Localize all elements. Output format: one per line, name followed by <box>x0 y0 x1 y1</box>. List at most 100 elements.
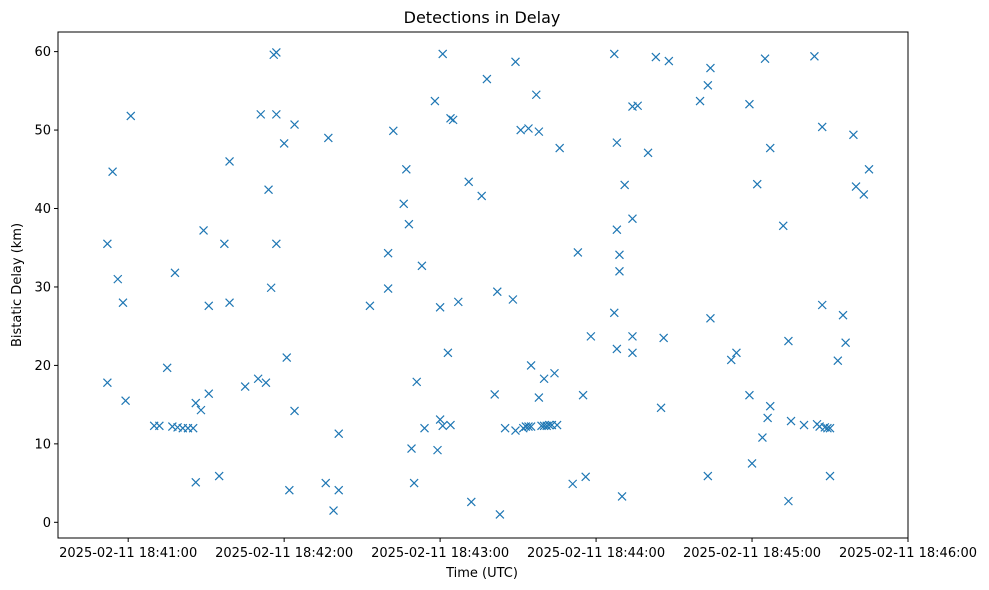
data-point <box>240 382 250 392</box>
data-point <box>628 331 637 341</box>
data-point <box>225 157 234 166</box>
data-point <box>508 295 518 304</box>
data-point <box>760 54 770 64</box>
data-point <box>524 422 533 432</box>
data-point <box>188 423 198 433</box>
data-point <box>628 348 637 358</box>
data-point <box>851 182 861 191</box>
data-point <box>786 416 796 426</box>
data-point <box>838 310 848 320</box>
data-point <box>334 485 344 495</box>
data-point <box>633 101 643 111</box>
data-point <box>703 80 713 90</box>
data-point <box>264 185 273 195</box>
data-point <box>282 353 292 362</box>
data-point <box>284 485 294 495</box>
data-point <box>612 138 622 148</box>
data-point <box>154 421 164 431</box>
data-point <box>695 96 705 106</box>
data-point <box>550 368 559 378</box>
data-point <box>191 398 201 408</box>
data-point <box>290 120 299 129</box>
x-tick-label: 2025-02-11 18:45:00 <box>683 546 821 561</box>
data-point <box>534 393 544 402</box>
data-point <box>329 506 338 515</box>
data-point <box>271 239 281 249</box>
data-point <box>656 403 666 413</box>
data-point <box>191 477 201 487</box>
data-point <box>495 510 505 519</box>
y-tick-label: 0 <box>43 516 51 531</box>
data-point <box>609 49 619 59</box>
data-point <box>841 338 851 348</box>
data-point <box>615 266 624 276</box>
data-point <box>453 297 463 307</box>
data-point <box>170 268 180 278</box>
points-layer <box>102 47 874 519</box>
data-point <box>323 133 333 143</box>
data-point <box>404 219 414 229</box>
y-axis: 0 10 20 30 40 50 60 <box>34 45 58 531</box>
y-tick-label: 30 <box>34 280 51 295</box>
data-point <box>799 420 809 430</box>
data-point <box>477 191 487 201</box>
data-point <box>809 51 819 61</box>
y-axis-label: Bistatic Delay (km) <box>10 223 25 347</box>
data-point <box>706 313 715 323</box>
data-point <box>612 344 622 354</box>
data-point <box>388 126 398 136</box>
data-point <box>539 374 549 384</box>
data-point <box>578 390 588 400</box>
data-point <box>256 109 266 119</box>
x-axis: 2025-02-11 18:41:00 2025-02-11 18:42:00 20… <box>59 538 977 561</box>
data-point <box>383 248 393 258</box>
data-point <box>102 239 112 249</box>
data-point <box>784 496 793 506</box>
data-point <box>758 433 767 443</box>
data-point <box>848 130 858 140</box>
x-tick-label: 2025-02-11 18:44:00 <box>527 546 665 561</box>
data-point <box>864 164 874 174</box>
data-point <box>438 49 448 59</box>
data-point <box>253 374 263 384</box>
data-point <box>511 426 520 435</box>
data-point <box>817 122 827 132</box>
data-point <box>446 113 455 123</box>
data-point <box>612 225 622 235</box>
data-point <box>464 177 474 187</box>
data-point <box>196 405 206 415</box>
data-point <box>219 239 229 249</box>
data-point <box>581 472 591 482</box>
data-point <box>409 478 419 488</box>
data-point <box>279 138 289 148</box>
data-point <box>118 298 128 308</box>
data-point <box>747 459 757 468</box>
data-point <box>271 109 281 119</box>
x-tick-label: 2025-02-11 18:42:00 <box>215 546 353 561</box>
data-point <box>726 355 736 365</box>
data-point <box>261 378 271 388</box>
data-point <box>383 284 393 293</box>
data-point <box>784 336 793 346</box>
data-point <box>825 423 835 433</box>
data-point <box>204 389 214 399</box>
data-point <box>435 302 445 312</box>
data-point <box>214 471 224 481</box>
data-point <box>204 301 214 311</box>
data-point <box>703 471 713 481</box>
data-point <box>544 420 554 430</box>
data-point <box>763 413 773 423</box>
data-point <box>482 74 492 84</box>
data-point <box>266 283 276 293</box>
chart-title: Detections in Delay <box>404 8 561 27</box>
data-point <box>399 199 409 209</box>
data-point <box>617 491 627 501</box>
data-point <box>500 423 510 433</box>
data-point <box>822 423 832 433</box>
y-tick-label: 50 <box>34 124 51 139</box>
data-point <box>745 99 754 109</box>
data-point <box>225 298 234 308</box>
data-point <box>433 445 442 455</box>
data-point <box>466 497 476 507</box>
